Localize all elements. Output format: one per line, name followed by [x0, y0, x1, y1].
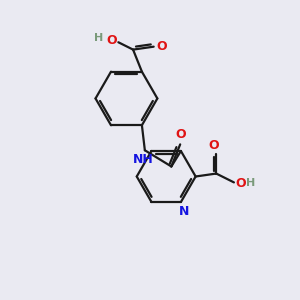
Text: O: O — [236, 177, 246, 190]
Text: N: N — [179, 205, 190, 218]
Text: H: H — [94, 33, 103, 43]
Text: O: O — [208, 139, 219, 152]
Text: O: O — [156, 40, 167, 52]
Text: H: H — [246, 178, 256, 188]
Text: NH: NH — [133, 153, 154, 166]
Text: O: O — [176, 128, 186, 141]
Text: O: O — [106, 34, 117, 47]
